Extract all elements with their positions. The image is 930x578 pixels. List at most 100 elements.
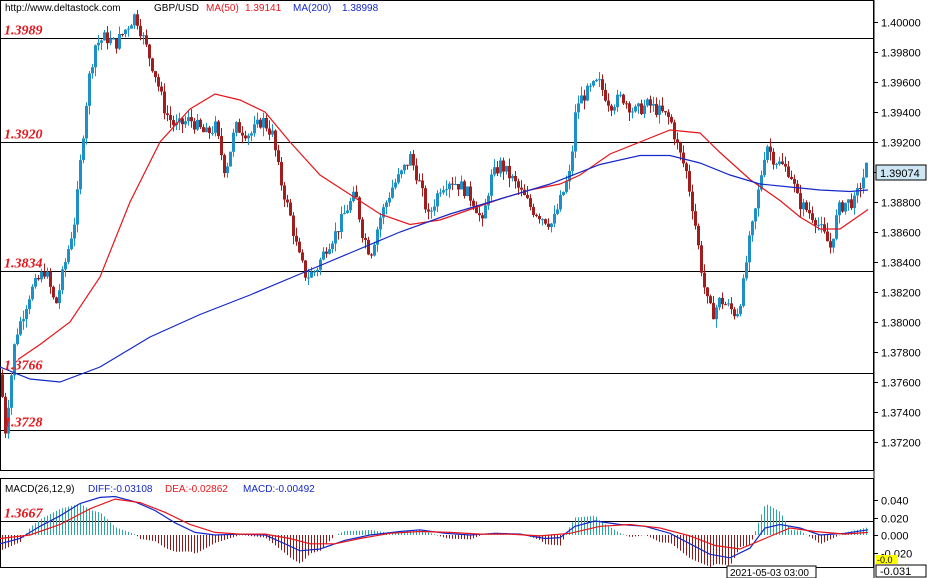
candle xyxy=(739,303,742,317)
candle xyxy=(523,184,526,196)
symbol-label: GBP/USD xyxy=(154,3,199,14)
candle xyxy=(838,200,841,224)
candle xyxy=(505,165,508,175)
candle xyxy=(781,153,784,165)
candle xyxy=(244,130,247,141)
candle xyxy=(466,186,469,197)
candle xyxy=(499,157,502,177)
candle xyxy=(370,253,373,259)
candle xyxy=(427,203,430,220)
candle xyxy=(82,135,85,164)
candle xyxy=(439,188,442,197)
candle xyxy=(247,133,250,145)
candle xyxy=(640,99,643,116)
candle xyxy=(478,206,481,222)
candle xyxy=(796,179,799,194)
candle xyxy=(265,114,268,132)
candle xyxy=(436,190,439,213)
candle xyxy=(205,122,208,133)
candle xyxy=(535,213,538,218)
candle xyxy=(202,124,205,133)
candle xyxy=(400,169,403,179)
candle xyxy=(343,204,346,215)
candle xyxy=(532,203,535,218)
candle xyxy=(463,179,466,199)
candle xyxy=(277,144,280,166)
candle xyxy=(64,258,67,277)
candle xyxy=(424,185,427,213)
candle xyxy=(508,158,511,188)
candle xyxy=(448,181,451,198)
candle xyxy=(127,25,130,37)
candle xyxy=(403,164,406,174)
candle xyxy=(733,307,736,320)
candle xyxy=(655,97,658,118)
candle xyxy=(211,126,214,136)
current-price-tag xyxy=(875,164,927,181)
candle xyxy=(652,96,655,112)
candle xyxy=(262,112,265,137)
candle xyxy=(676,132,679,150)
candle xyxy=(826,222,829,242)
candle xyxy=(238,118,241,134)
ma200-line xyxy=(0,154,869,383)
candle xyxy=(853,192,856,215)
candle xyxy=(22,310,25,330)
candle xyxy=(337,231,340,240)
candle xyxy=(298,237,301,254)
candle xyxy=(808,202,811,219)
candle xyxy=(820,216,823,233)
ma50-legend-label: MA(50) xyxy=(206,3,239,14)
candle xyxy=(619,91,622,98)
candle xyxy=(574,104,577,158)
candle xyxy=(328,243,331,255)
candle xyxy=(271,124,274,138)
moving-average-lines xyxy=(0,93,869,383)
candle xyxy=(199,118,202,129)
price-panel-frame xyxy=(0,0,874,471)
price-tick-label: 1.37400 xyxy=(881,408,921,420)
candle xyxy=(517,178,520,195)
candle xyxy=(331,240,334,254)
candle xyxy=(7,399,10,439)
candle xyxy=(172,115,175,132)
candle xyxy=(790,170,793,181)
candle xyxy=(10,372,13,415)
candle xyxy=(379,212,382,238)
candle xyxy=(151,57,154,73)
price-tick-label: 1.38200 xyxy=(881,288,921,300)
candle xyxy=(679,141,682,161)
candle xyxy=(835,209,838,241)
candle xyxy=(451,177,454,190)
candle xyxy=(31,284,34,301)
candle xyxy=(865,162,868,178)
candle xyxy=(229,151,232,167)
price-tick-label: 1.39600 xyxy=(881,78,921,90)
candle xyxy=(445,180,448,196)
candle xyxy=(697,223,700,250)
candle xyxy=(136,10,139,30)
candle xyxy=(511,174,514,182)
candle xyxy=(121,33,124,37)
candle xyxy=(88,71,91,115)
candle xyxy=(412,149,415,171)
macd-tick-label: 0.040 xyxy=(881,496,909,508)
candle xyxy=(40,268,43,283)
candle xyxy=(388,192,391,207)
candle xyxy=(433,199,436,216)
candle xyxy=(124,29,127,38)
price-axis-ticks: 1.40000 1.39800 1.39600 1.39400 1.39200 1.390… xyxy=(874,18,921,450)
candle xyxy=(367,236,370,256)
macd-current-tag xyxy=(875,564,927,578)
candle xyxy=(214,116,217,137)
candle xyxy=(634,104,637,113)
candle xyxy=(91,63,94,79)
candle xyxy=(862,168,865,194)
candle xyxy=(118,26,121,50)
candle xyxy=(223,153,226,178)
price-tick-label: 1.39800 xyxy=(881,48,921,60)
candle xyxy=(133,13,136,30)
candle xyxy=(562,191,565,197)
price-tick-label: 1.38800 xyxy=(881,198,921,210)
candle xyxy=(520,180,523,197)
